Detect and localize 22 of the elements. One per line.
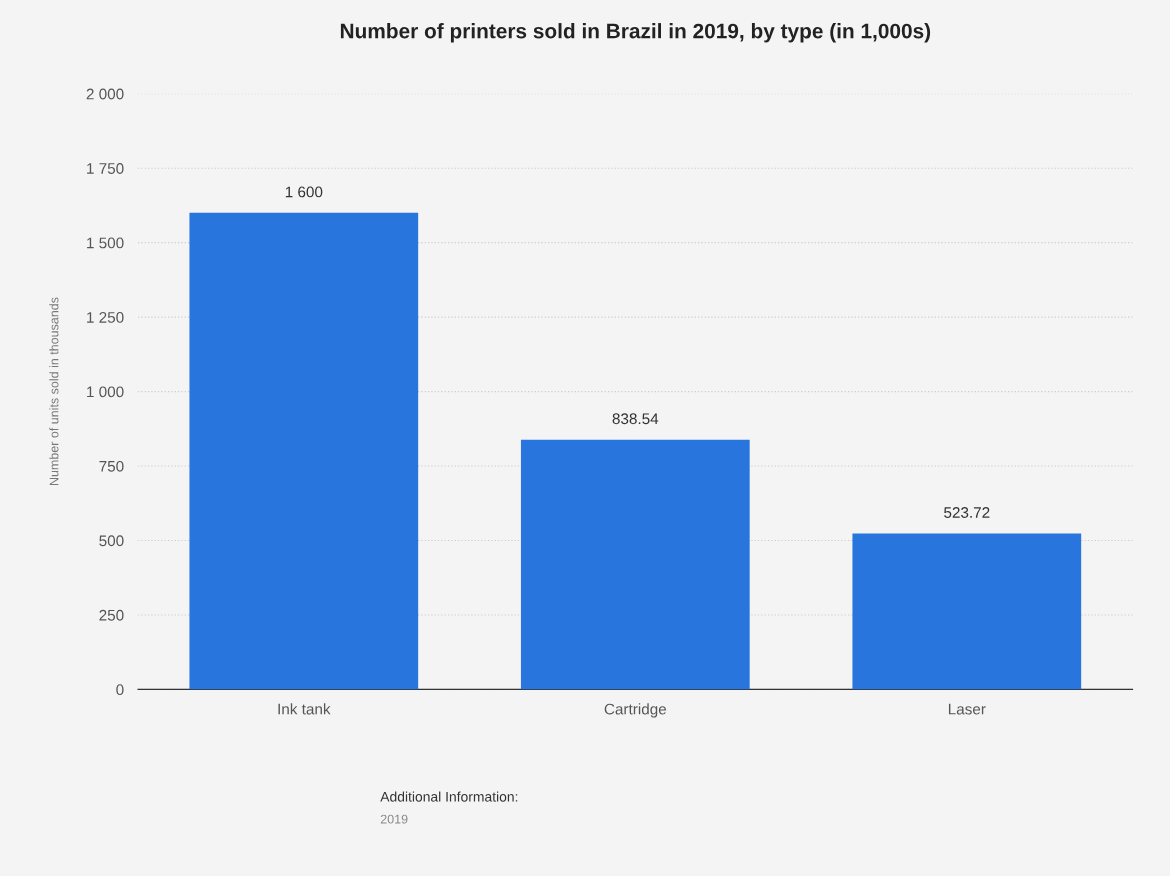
y-tick-label: 250 (99, 609, 124, 621)
data-label: 1 600 (285, 186, 323, 198)
data-label: 523.72 (944, 507, 990, 518)
y-tick-label: 750 (99, 460, 124, 472)
y-axis-title: Number of units sold in thousands (49, 297, 59, 486)
chart-title: Number of printers sold in Brazil in 2019, by type (in 1,000s) (340, 23, 931, 43)
y-tick-label: 0 (116, 684, 124, 696)
bar (189, 212, 419, 690)
x-tick-label: Ink tank (278, 703, 331, 715)
x-tick-label: Cartridge (604, 703, 667, 718)
y-tick-label: 1 000 (87, 386, 124, 398)
bar (852, 533, 1082, 690)
bar (520, 439, 750, 690)
text: Additional Information: (380, 791, 518, 802)
y-tick-label: 1 250 (87, 311, 124, 323)
y-tick-label: 1 500 (87, 237, 124, 249)
y-tick-label: 1 750 (87, 163, 124, 174)
x-tick-label: Laser (948, 703, 986, 715)
y-tick-label: 2 000 (86, 88, 124, 100)
text: 2019 (380, 814, 408, 824)
y-tick-label: 500 (99, 535, 124, 547)
data-label: 838.54 (612, 413, 659, 425)
